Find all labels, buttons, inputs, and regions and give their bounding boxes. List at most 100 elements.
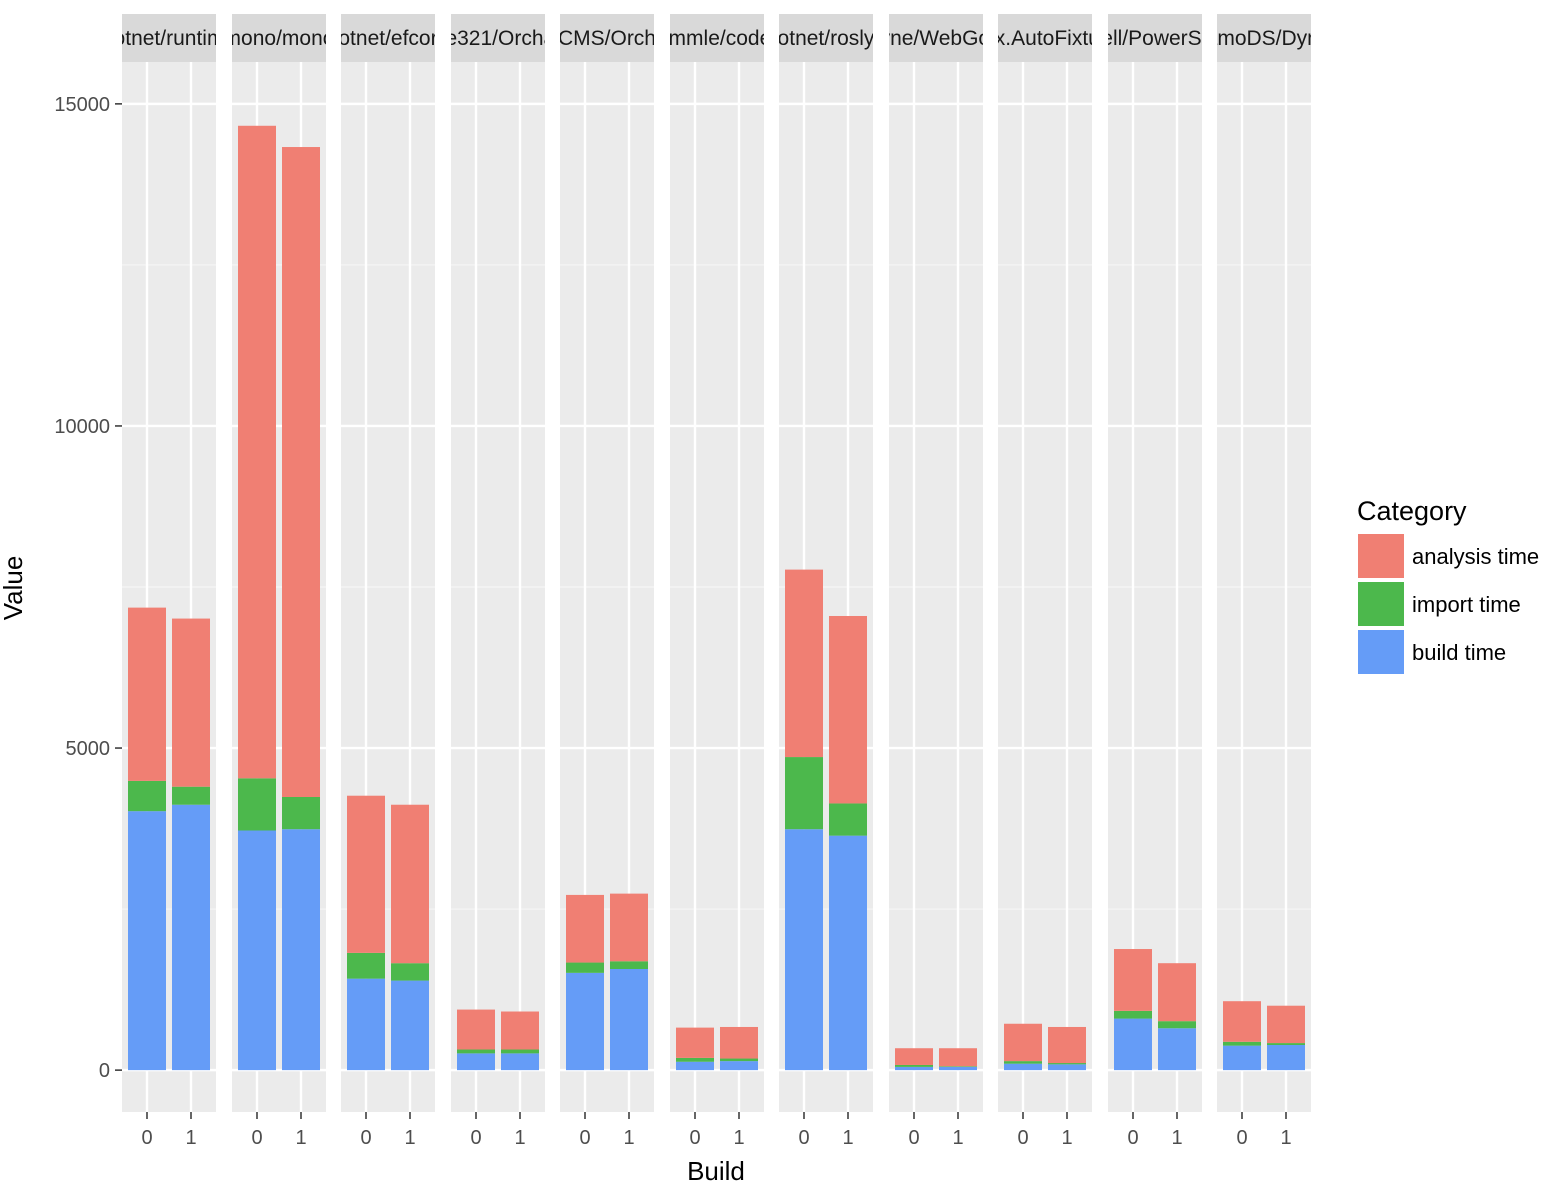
legend-label: import time <box>1412 592 1521 617</box>
bar-segment-analysis-time <box>1158 963 1196 1022</box>
bar-segment-analysis-time <box>676 1027 714 1058</box>
bar-segment-import-time <box>1004 1061 1042 1064</box>
bar-segment-import-time <box>1267 1043 1305 1046</box>
bar-segment-import-time <box>391 963 429 981</box>
x-tick-label: 0 <box>908 1127 919 1149</box>
bar-segment-import-time <box>1114 1010 1152 1019</box>
facet-panel: Lux.AutoFixture 0 1 <box>998 14 1092 1149</box>
bar-segment-analysis-time <box>1223 1001 1261 1042</box>
bar-segment-import-time <box>895 1064 933 1067</box>
facet-strip <box>1217 14 1311 62</box>
bar-segment-import-time <box>172 786 210 805</box>
facet-panel: dotnet/runtime 0 1 <box>122 14 216 1149</box>
x-tick-label: 1 <box>404 1127 415 1149</box>
bar-segment-build-time <box>238 830 276 1071</box>
bar-segment-build-time <box>1048 1064 1086 1071</box>
facet-strip-label: DynamoDS/Dynamo <box>1168 27 1359 50</box>
bar-segment-analysis-time <box>1114 949 1152 1011</box>
bar-segment-build-time <box>610 968 648 1071</box>
y-tick-label: 0 <box>99 1060 110 1082</box>
bar-segment-analysis-time <box>566 894 604 963</box>
bar-segment-analysis-time <box>238 125 276 779</box>
bar-segment-import-time <box>1048 1063 1086 1065</box>
bar-segment-build-time <box>391 980 429 1071</box>
facet-strip <box>341 14 435 62</box>
facet-panel: dotnet/efcore 0 1 <box>327 14 450 1149</box>
facet-strip <box>670 14 764 62</box>
legend-label: analysis time <box>1412 544 1539 569</box>
bar-segment-build-time <box>939 1066 977 1071</box>
facet-strip <box>779 14 873 62</box>
bar-segment-import-time <box>128 780 166 812</box>
bar-segment-build-time <box>1114 1018 1152 1071</box>
facet-strip-label: dotnet/roslyn <box>766 27 886 50</box>
bar-segment-build-time <box>676 1061 714 1071</box>
bar-segment-import-time <box>610 961 648 969</box>
bar-segment-analysis-time <box>895 1048 933 1065</box>
bar-segment-import-time <box>347 952 385 979</box>
x-axis-title: Build <box>687 1156 745 1186</box>
bar-segment-build-time <box>895 1066 933 1071</box>
bar-segment-import-time <box>457 1049 495 1054</box>
facet-strip-label: OrchardCMS/OrchardCore <box>482 27 732 50</box>
bar-segment-import-time <box>566 962 604 973</box>
bar-segment-import-time <box>720 1058 758 1062</box>
y-tick-label: 10000 <box>54 416 110 438</box>
x-tick-label: 0 <box>360 1127 371 1149</box>
y-tick-label: 15000 <box>54 94 110 116</box>
x-tick-label: 1 <box>185 1127 196 1149</box>
bar-segment-build-time <box>1004 1063 1042 1071</box>
x-tick-label: 0 <box>470 1127 481 1149</box>
facet-panel: DynamoDS/Dynamo 0 1 <box>1168 14 1359 1149</box>
facet-strip <box>560 14 654 62</box>
bar-segment-build-time <box>347 978 385 1071</box>
facet-panel: semmle/codeql 0 1 <box>646 14 787 1149</box>
x-tick-label: 1 <box>623 1127 634 1149</box>
x-tick-label: 1 <box>295 1127 306 1149</box>
bar-segment-analysis-time <box>282 147 320 798</box>
x-tick-label: 0 <box>1017 1127 1028 1149</box>
bar-segment-build-time <box>501 1053 539 1071</box>
bar-segment-import-time <box>238 778 276 831</box>
bar-segment-import-time <box>501 1049 539 1054</box>
legend: Category analysis time import time build ti… <box>1357 496 1539 674</box>
x-tick-label: 0 <box>798 1127 809 1149</box>
x-tick-label: 0 <box>1127 1127 1138 1149</box>
legend-key <box>1358 630 1404 674</box>
facet-strip-label: wyne/WebGoat <box>863 27 1007 50</box>
x-tick-label: 0 <box>251 1127 262 1149</box>
x-tick-label: 1 <box>1171 1127 1182 1149</box>
facet-strip-label: semmle/codeql <box>646 27 787 50</box>
bar-segment-build-time <box>785 829 823 1071</box>
bar-segment-build-time <box>457 1053 495 1071</box>
bar-segment-import-time <box>1223 1041 1261 1046</box>
bar-segment-analysis-time <box>391 804 429 964</box>
bar-segment-analysis-time <box>785 569 823 758</box>
facet-strip-label: dotnet/efcore <box>327 27 450 50</box>
bar-segment-analysis-time <box>347 795 385 953</box>
bar-segment-import-time <box>939 1066 977 1067</box>
bar-segment-build-time <box>829 835 867 1071</box>
bar-segment-import-time <box>676 1057 714 1062</box>
x-tick-label: 0 <box>689 1127 700 1149</box>
legend-title: Category <box>1357 496 1467 526</box>
x-tick-label: 0 <box>141 1127 152 1149</box>
bar-segment-analysis-time <box>501 1011 539 1050</box>
bar-segment-build-time <box>1267 1045 1305 1071</box>
bar-segment-build-time <box>128 811 166 1071</box>
facet-strip <box>122 14 216 62</box>
bar-segment-analysis-time <box>172 618 210 787</box>
bar-segment-analysis-time <box>1267 1005 1305 1044</box>
facet-strip <box>998 14 1092 62</box>
bar-segment-build-time <box>1223 1045 1261 1071</box>
facet-strip <box>451 14 545 62</box>
facet-panel: tyre321/Orchard 0 1 <box>451 14 545 1149</box>
facet-strip-label: Shell/PowerShell <box>1076 27 1235 50</box>
bar-segment-analysis-time <box>720 1026 758 1059</box>
x-tick-label: 1 <box>842 1127 853 1149</box>
x-tick-label: 0 <box>579 1127 590 1149</box>
x-tick-label: 0 <box>1236 1127 1247 1149</box>
bar-segment-build-time <box>172 804 210 1071</box>
x-tick-label: 1 <box>952 1127 963 1149</box>
